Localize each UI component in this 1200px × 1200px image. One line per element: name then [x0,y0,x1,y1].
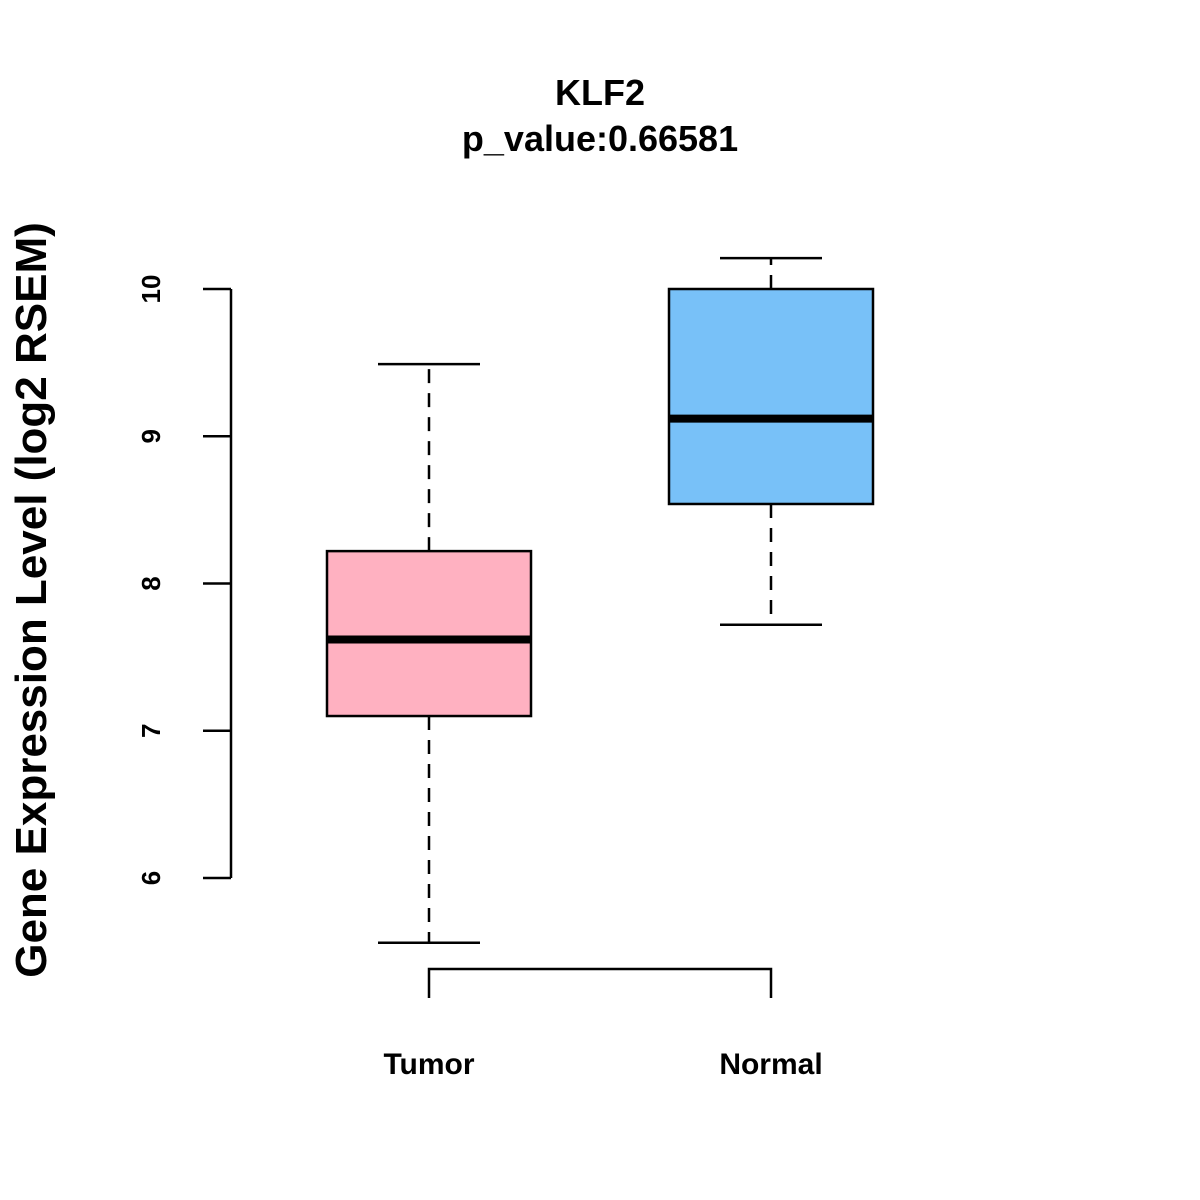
plot-area: 6 7 8 9 10 Tumor Normal [136,256,875,1081]
y-tick-label: 7 [136,724,166,738]
x-category-label: Tumor [383,1048,474,1081]
box-group-normal: Normal [667,256,875,1081]
y-tick-label: 10 [136,275,166,304]
x-category-label: Normal [719,1048,822,1081]
y-axis-label: Gene Expression Level (log2 RSEM) [7,222,56,978]
y-tick-label: 6 [136,871,166,885]
comparison-bracket [427,967,773,998]
y-tick-label: 8 [136,576,166,590]
box-iqr [325,549,533,718]
box-iqr [667,287,875,506]
box-group-tumor: Tumor [325,362,533,1081]
y-tick-label: 9 [136,429,166,443]
chart-subtitle: p_value:0.66581 [462,118,738,159]
chart-title: KLF2 [555,72,645,113]
